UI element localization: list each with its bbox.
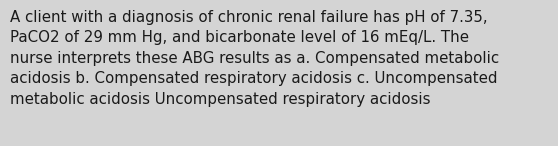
- Text: A client with a diagnosis of chronic renal failure has pH of 7.35,
PaCO2 of 29 m: A client with a diagnosis of chronic ren…: [10, 10, 499, 107]
